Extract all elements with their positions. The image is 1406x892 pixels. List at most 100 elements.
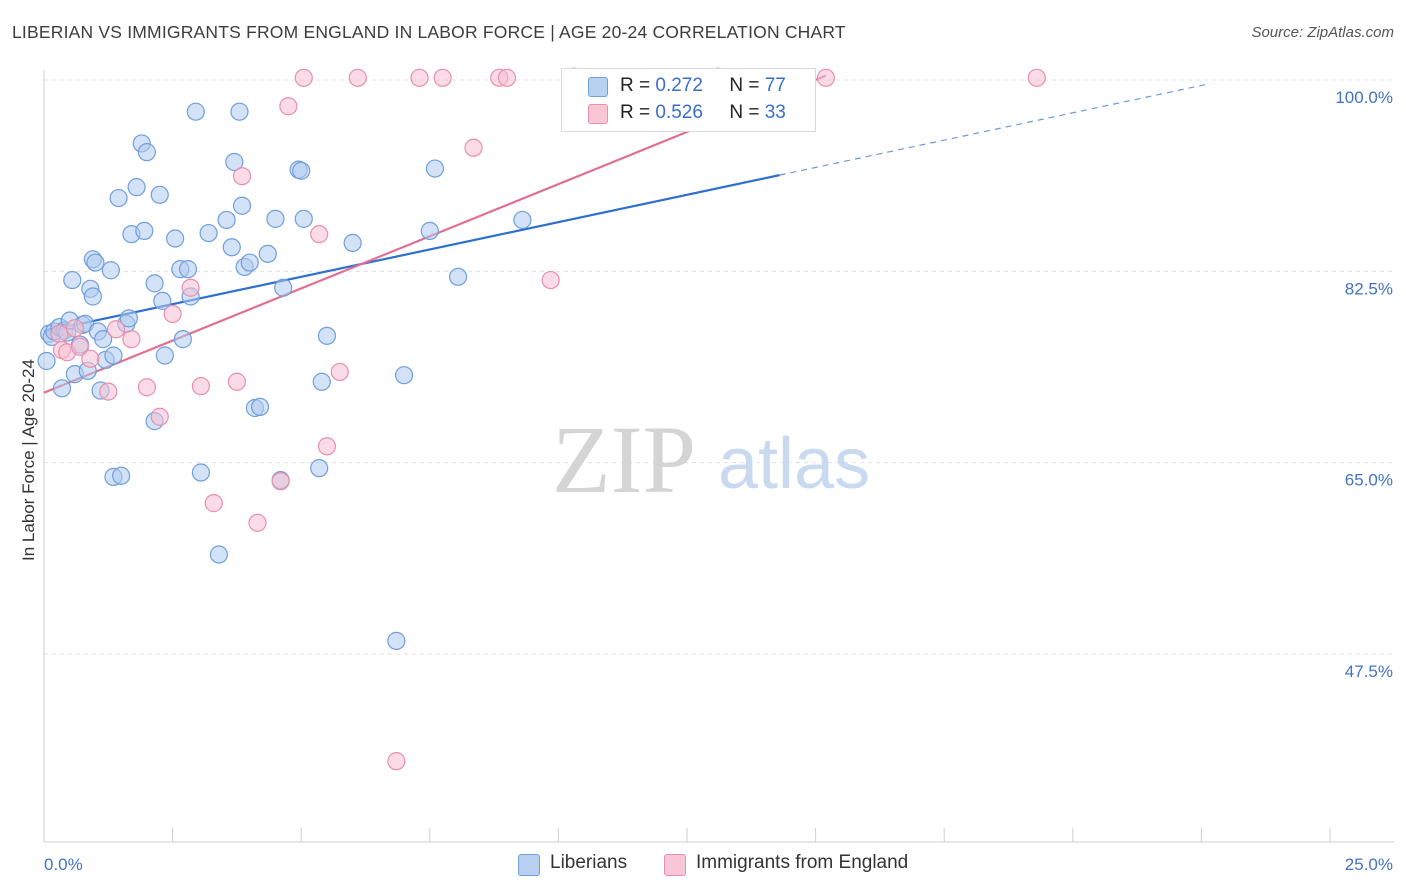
legend-swatch-liberians [588, 77, 608, 97]
point-liberians [209, 545, 228, 564]
point-liberians [135, 221, 154, 240]
watermark-atlas: atlas [718, 424, 870, 504]
point-liberians [232, 196, 252, 215]
watermark: ZIP atlas [552, 406, 870, 513]
watermark-zip: ZIP [552, 406, 696, 513]
y-tick-label: 82.5% [1345, 279, 1393, 298]
point-liberians [153, 291, 172, 310]
point-liberians [166, 229, 185, 248]
legend-r-label: R = [620, 75, 651, 96]
point-england [464, 138, 483, 157]
stats-legend: R = 0.272 N = 77 R = 0.526 N = 33 [561, 68, 816, 132]
point-liberians [109, 188, 128, 208]
bottom-legend-swatch-liberians [518, 854, 540, 876]
data-points [37, 67, 1046, 771]
point-liberians [217, 210, 236, 230]
legend-r-value: 0.526 [655, 102, 703, 123]
point-liberians [137, 143, 156, 162]
point-liberians [225, 152, 244, 172]
y-tick-label: 100.0% [1335, 88, 1393, 107]
axes [43, 70, 1394, 843]
x-tick-label: 25.0% [1345, 855, 1393, 874]
point-liberians [104, 346, 123, 365]
point-liberians [274, 278, 293, 297]
gridlines [44, 79, 1394, 655]
point-liberians [420, 221, 439, 240]
point-england [541, 270, 560, 290]
point-england [294, 68, 313, 87]
legend-r-label: R = [620, 102, 651, 123]
point-england [191, 377, 210, 396]
point-liberians [83, 287, 102, 306]
point-england [99, 382, 118, 401]
point-england [65, 319, 84, 338]
point-england [816, 68, 835, 87]
point-liberians [312, 372, 331, 391]
point-england [387, 752, 406, 771]
point-liberians [222, 238, 241, 257]
point-england [106, 320, 126, 339]
y-tick-label: 47.5% [1345, 662, 1393, 681]
point-england [330, 362, 349, 382]
point-liberians [240, 253, 259, 272]
point-england [317, 437, 337, 456]
point-liberians [250, 397, 270, 417]
point-england [348, 68, 367, 87]
point-liberians [292, 161, 311, 180]
x-tick-labels: 0.0% 25.0% [44, 855, 1393, 874]
point-liberians [37, 351, 56, 371]
legend-swatch-england [588, 104, 608, 124]
point-england [181, 278, 200, 297]
point-england [248, 513, 267, 532]
point-liberians [513, 210, 532, 230]
point-england [137, 378, 156, 397]
point-liberians [186, 102, 205, 121]
point-england [410, 68, 429, 87]
bottom-legend-swatch-england [664, 854, 686, 876]
point-liberians [425, 159, 445, 178]
point-england [433, 68, 452, 87]
point-liberians [448, 267, 468, 286]
point-england [271, 472, 290, 491]
point-liberians [119, 309, 138, 328]
y-tick-labels: 100.0% 82.5% 65.0% 47.5% [1335, 88, 1393, 681]
y-axis-label: In Labor Force | Age 20-24 [19, 359, 38, 561]
point-liberians [63, 270, 82, 290]
point-liberians [94, 330, 113, 349]
point-england [497, 68, 517, 87]
chart-title: LIBERIAN VS IMMIGRANTS FROM ENGLAND IN L… [12, 22, 846, 42]
point-liberians [294, 209, 313, 228]
point-england [232, 167, 252, 186]
legend-r-value: 0.272 [655, 75, 703, 96]
point-liberians [150, 185, 169, 204]
point-england [279, 97, 298, 116]
point-liberians [394, 366, 414, 385]
point-england [50, 324, 69, 343]
point-liberians [258, 244, 277, 263]
point-england [310, 225, 329, 244]
point-liberians [310, 459, 329, 478]
point-liberians [191, 463, 210, 482]
point-liberians [173, 330, 192, 349]
point-liberians [112, 466, 131, 485]
point-england [163, 304, 182, 324]
legend-n-label: N = [729, 75, 760, 96]
legend-n-value: 77 [764, 75, 786, 96]
point-england [122, 330, 141, 349]
point-liberians [101, 261, 120, 280]
point-liberians [317, 326, 337, 345]
point-england [204, 494, 223, 513]
y-tick-label: 65.0% [1345, 471, 1393, 490]
point-england [227, 372, 246, 391]
point-liberians [178, 260, 198, 279]
point-england [1027, 68, 1046, 87]
legend-n-value: 33 [764, 102, 786, 123]
point-liberians [230, 102, 249, 121]
legend-n-label: N = [729, 102, 760, 123]
point-liberians [155, 346, 174, 365]
bottom-legend-label-liberians: Liberians [550, 852, 628, 873]
point-england [150, 407, 169, 426]
point-liberians [127, 178, 146, 197]
x-tick-label: 0.0% [44, 855, 83, 874]
